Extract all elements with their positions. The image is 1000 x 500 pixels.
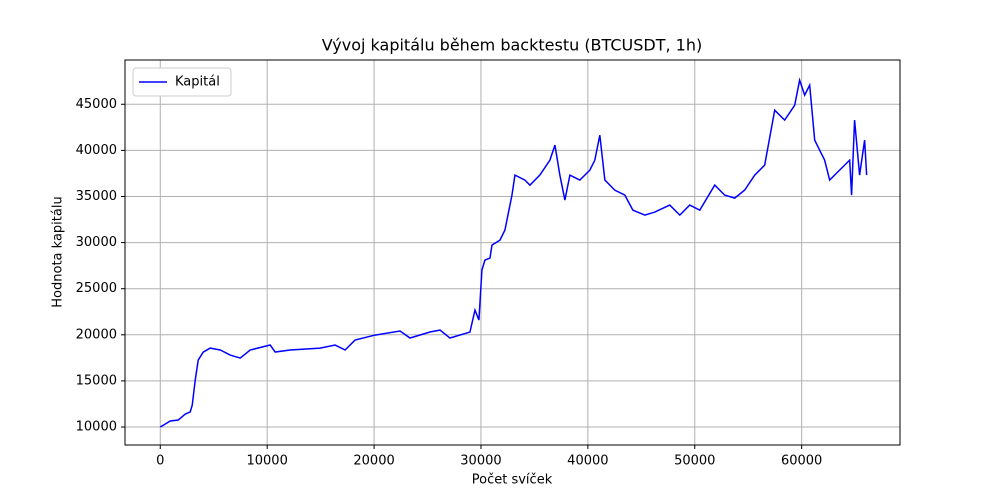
x-tick-label: 10000 xyxy=(246,454,287,469)
x-tick-label: 0 xyxy=(156,454,164,469)
legend-label: Kapitál xyxy=(175,75,220,90)
y-tick-label: 10000 xyxy=(76,420,117,435)
x-tick-label: 60000 xyxy=(781,454,822,469)
legend-box xyxy=(132,67,232,97)
x-tick-label: 40000 xyxy=(567,454,608,469)
x-axis-label: Počet svíček xyxy=(472,473,553,488)
x-tick-label: 30000 xyxy=(460,454,501,469)
y-tick-label: 30000 xyxy=(76,235,117,250)
series-line xyxy=(159,77,868,428)
x-tick-label: 50000 xyxy=(674,454,715,469)
x-tick-label: 20000 xyxy=(353,454,394,469)
y-tick-label: 15000 xyxy=(76,373,117,388)
y-tick-label: 45000 xyxy=(76,97,117,112)
y-tick-label: 25000 xyxy=(76,281,117,296)
y-tick-label: 20000 xyxy=(76,327,117,342)
y-tick-label: 35000 xyxy=(76,189,117,204)
y-tick-label: 40000 xyxy=(76,143,117,158)
plot-frame xyxy=(124,59,901,446)
chart-title: Vývoj kapitálu během backtestu (BTCUSDT,… xyxy=(322,36,702,55)
y-axis-label: Hodnota kapitálu xyxy=(51,196,66,307)
